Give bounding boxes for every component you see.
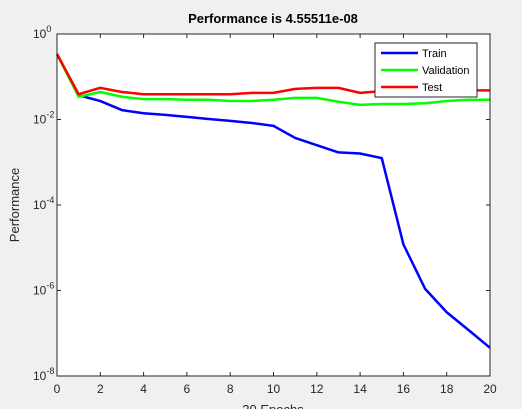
axes-box xyxy=(56,33,491,377)
series-line xyxy=(55,53,491,349)
x-tick-label: 20 xyxy=(483,382,497,396)
chart-title: Performance is 4.55511e-08 xyxy=(188,11,358,26)
series-line xyxy=(55,53,490,107)
y-tick-label: 10-8 xyxy=(33,366,54,383)
y-tick-label: 10-2 xyxy=(33,110,54,127)
x-tick-label: 18 xyxy=(440,382,454,396)
x-tick-label: 16 xyxy=(397,382,411,396)
legend-label: Train xyxy=(422,48,447,60)
legend-label: Test xyxy=(422,82,442,94)
x-axis-label: 20 Epochs xyxy=(242,402,304,409)
x-tick-label: 0 xyxy=(54,382,61,396)
x-tick-label: 2 xyxy=(97,382,104,396)
y-axis-label: Performance xyxy=(7,168,22,242)
x-tick-label: 12 xyxy=(310,382,324,396)
x-tick-label: 4 xyxy=(140,382,147,396)
y-tick-label: 10-6 xyxy=(33,281,54,298)
y-tick-label: 10-4 xyxy=(33,195,54,212)
x-tick-label: 8 xyxy=(227,382,234,396)
x-tick-label: 14 xyxy=(353,382,367,396)
x-tick-label: 10 xyxy=(267,382,281,396)
x-tick-label: 6 xyxy=(184,382,191,396)
legend-label: Validation xyxy=(422,65,470,77)
y-tick-label: 100 xyxy=(33,24,51,41)
